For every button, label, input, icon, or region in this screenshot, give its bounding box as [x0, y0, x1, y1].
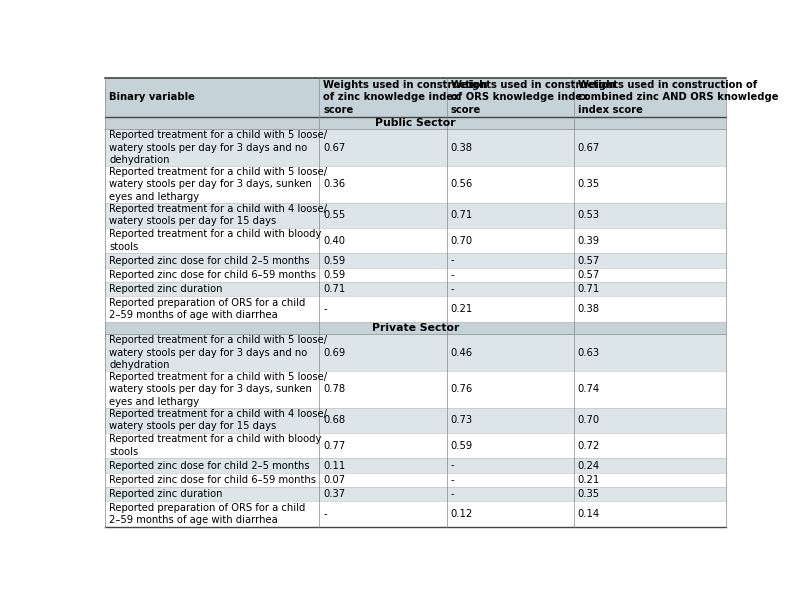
- Text: 0.07: 0.07: [324, 475, 345, 485]
- Bar: [320, 77, 447, 117]
- Bar: [105, 203, 726, 228]
- Bar: [105, 253, 726, 268]
- Bar: [105, 282, 726, 296]
- Text: 0.59: 0.59: [451, 440, 473, 451]
- Text: -: -: [451, 284, 454, 294]
- Text: Reported zinc dose for child 6–59 months: Reported zinc dose for child 6–59 months: [109, 270, 316, 280]
- Text: Weights used in construction of
combined zinc AND ORS knowledge
index score: Weights used in construction of combined…: [577, 80, 779, 114]
- Text: 0.56: 0.56: [451, 179, 473, 189]
- Text: Reported preparation of ORS for a child
2–59 months of age with diarrhea: Reported preparation of ORS for a child …: [109, 502, 306, 525]
- Text: Reported zinc dose for child 2–5 months: Reported zinc dose for child 2–5 months: [109, 256, 310, 266]
- Text: 0.38: 0.38: [451, 142, 473, 153]
- Text: Private Sector: Private Sector: [372, 323, 459, 333]
- Text: Reported treatment for a child with bloody
stools: Reported treatment for a child with bloo…: [109, 434, 321, 457]
- Text: -: -: [451, 270, 454, 280]
- Text: 0.14: 0.14: [577, 509, 600, 519]
- Text: 0.21: 0.21: [577, 475, 600, 485]
- Text: 0.46: 0.46: [451, 347, 473, 358]
- Text: Reported treatment for a child with 4 loose/
watery stools per day for 15 days: Reported treatment for a child with 4 lo…: [109, 409, 327, 432]
- Text: 0.74: 0.74: [577, 384, 600, 394]
- Bar: [105, 371, 726, 408]
- Text: Reported treatment for a child with 5 loose/
watery stools per day for 3 days, s: Reported treatment for a child with 5 lo…: [109, 372, 328, 406]
- Bar: [105, 501, 726, 527]
- Text: Reported treatment for a child with bloody
stools: Reported treatment for a child with bloo…: [109, 229, 321, 252]
- Bar: [105, 296, 726, 322]
- Bar: [105, 408, 726, 433]
- Text: -: -: [324, 304, 327, 314]
- Text: 0.35: 0.35: [577, 179, 600, 189]
- Text: 0.72: 0.72: [577, 440, 600, 451]
- Text: Reported treatment for a child with 5 loose/
watery stools per day for 3 days an: Reported treatment for a child with 5 lo…: [109, 335, 328, 370]
- Text: Binary variable: Binary variable: [109, 92, 195, 102]
- Text: 0.71: 0.71: [451, 210, 473, 221]
- Text: 0.55: 0.55: [324, 210, 345, 221]
- Text: Reported zinc duration: Reported zinc duration: [109, 489, 223, 499]
- Text: 0.70: 0.70: [451, 235, 473, 246]
- Text: 0.71: 0.71: [577, 284, 600, 294]
- Text: 0.37: 0.37: [324, 489, 345, 499]
- Text: 0.39: 0.39: [577, 235, 600, 246]
- Text: 0.76: 0.76: [451, 384, 473, 394]
- Text: 0.24: 0.24: [577, 461, 600, 470]
- Text: 0.68: 0.68: [324, 415, 345, 425]
- Text: -: -: [451, 461, 454, 470]
- Text: Reported zinc duration: Reported zinc duration: [109, 284, 223, 294]
- Bar: [105, 228, 726, 253]
- Text: Reported zinc dose for child 6–59 months: Reported zinc dose for child 6–59 months: [109, 475, 316, 485]
- Text: -: -: [451, 489, 454, 499]
- Bar: [105, 129, 726, 166]
- Bar: [447, 77, 574, 117]
- Text: 0.73: 0.73: [451, 415, 473, 425]
- Bar: [105, 334, 726, 371]
- Text: 0.57: 0.57: [577, 270, 600, 280]
- Bar: [105, 77, 320, 117]
- Text: -: -: [324, 509, 327, 519]
- Text: 0.77: 0.77: [324, 440, 345, 451]
- Text: 0.11: 0.11: [324, 461, 345, 470]
- Text: 0.36: 0.36: [324, 179, 345, 189]
- Text: 0.63: 0.63: [577, 347, 600, 358]
- Text: Reported zinc dose for child 2–5 months: Reported zinc dose for child 2–5 months: [109, 461, 310, 470]
- Text: Reported treatment for a child with 4 loose/
watery stools per day for 15 days: Reported treatment for a child with 4 lo…: [109, 204, 327, 226]
- Bar: [105, 166, 726, 203]
- Text: 0.57: 0.57: [577, 256, 600, 266]
- Bar: [574, 77, 726, 117]
- Text: Weights used in construction
of ORS knowledge index
score: Weights used in construction of ORS know…: [451, 80, 615, 114]
- Text: 0.12: 0.12: [451, 509, 473, 519]
- Text: 0.71: 0.71: [324, 284, 345, 294]
- Bar: [105, 117, 726, 129]
- Text: 0.59: 0.59: [324, 256, 345, 266]
- Text: -: -: [451, 475, 454, 485]
- Text: Reported treatment for a child with 5 loose/
watery stools per day for 3 days, s: Reported treatment for a child with 5 lo…: [109, 167, 328, 201]
- Text: 0.35: 0.35: [577, 489, 600, 499]
- Text: 0.40: 0.40: [324, 235, 345, 246]
- Text: Reported treatment for a child with 5 loose/
watery stools per day for 3 days an: Reported treatment for a child with 5 lo…: [109, 130, 328, 165]
- Text: 0.59: 0.59: [324, 270, 345, 280]
- Text: 0.78: 0.78: [324, 384, 345, 394]
- Text: Public Sector: Public Sector: [375, 118, 456, 128]
- Bar: [105, 433, 726, 458]
- Text: -: -: [451, 256, 454, 266]
- Text: 0.38: 0.38: [577, 304, 600, 314]
- Bar: [105, 473, 726, 487]
- Text: 0.21: 0.21: [451, 304, 473, 314]
- Bar: [105, 458, 726, 473]
- Text: 0.67: 0.67: [577, 142, 600, 153]
- Text: 0.67: 0.67: [324, 142, 345, 153]
- Text: 0.53: 0.53: [577, 210, 600, 221]
- Text: 0.69: 0.69: [324, 347, 345, 358]
- Bar: [105, 322, 726, 334]
- Bar: [105, 487, 726, 501]
- Bar: [105, 268, 726, 282]
- Text: Weights used in construction
of zinc knowledge index
score: Weights used in construction of zinc kno…: [324, 80, 487, 114]
- Text: Reported preparation of ORS for a child
2–59 months of age with diarrhea: Reported preparation of ORS for a child …: [109, 297, 306, 320]
- Text: 0.70: 0.70: [577, 415, 600, 425]
